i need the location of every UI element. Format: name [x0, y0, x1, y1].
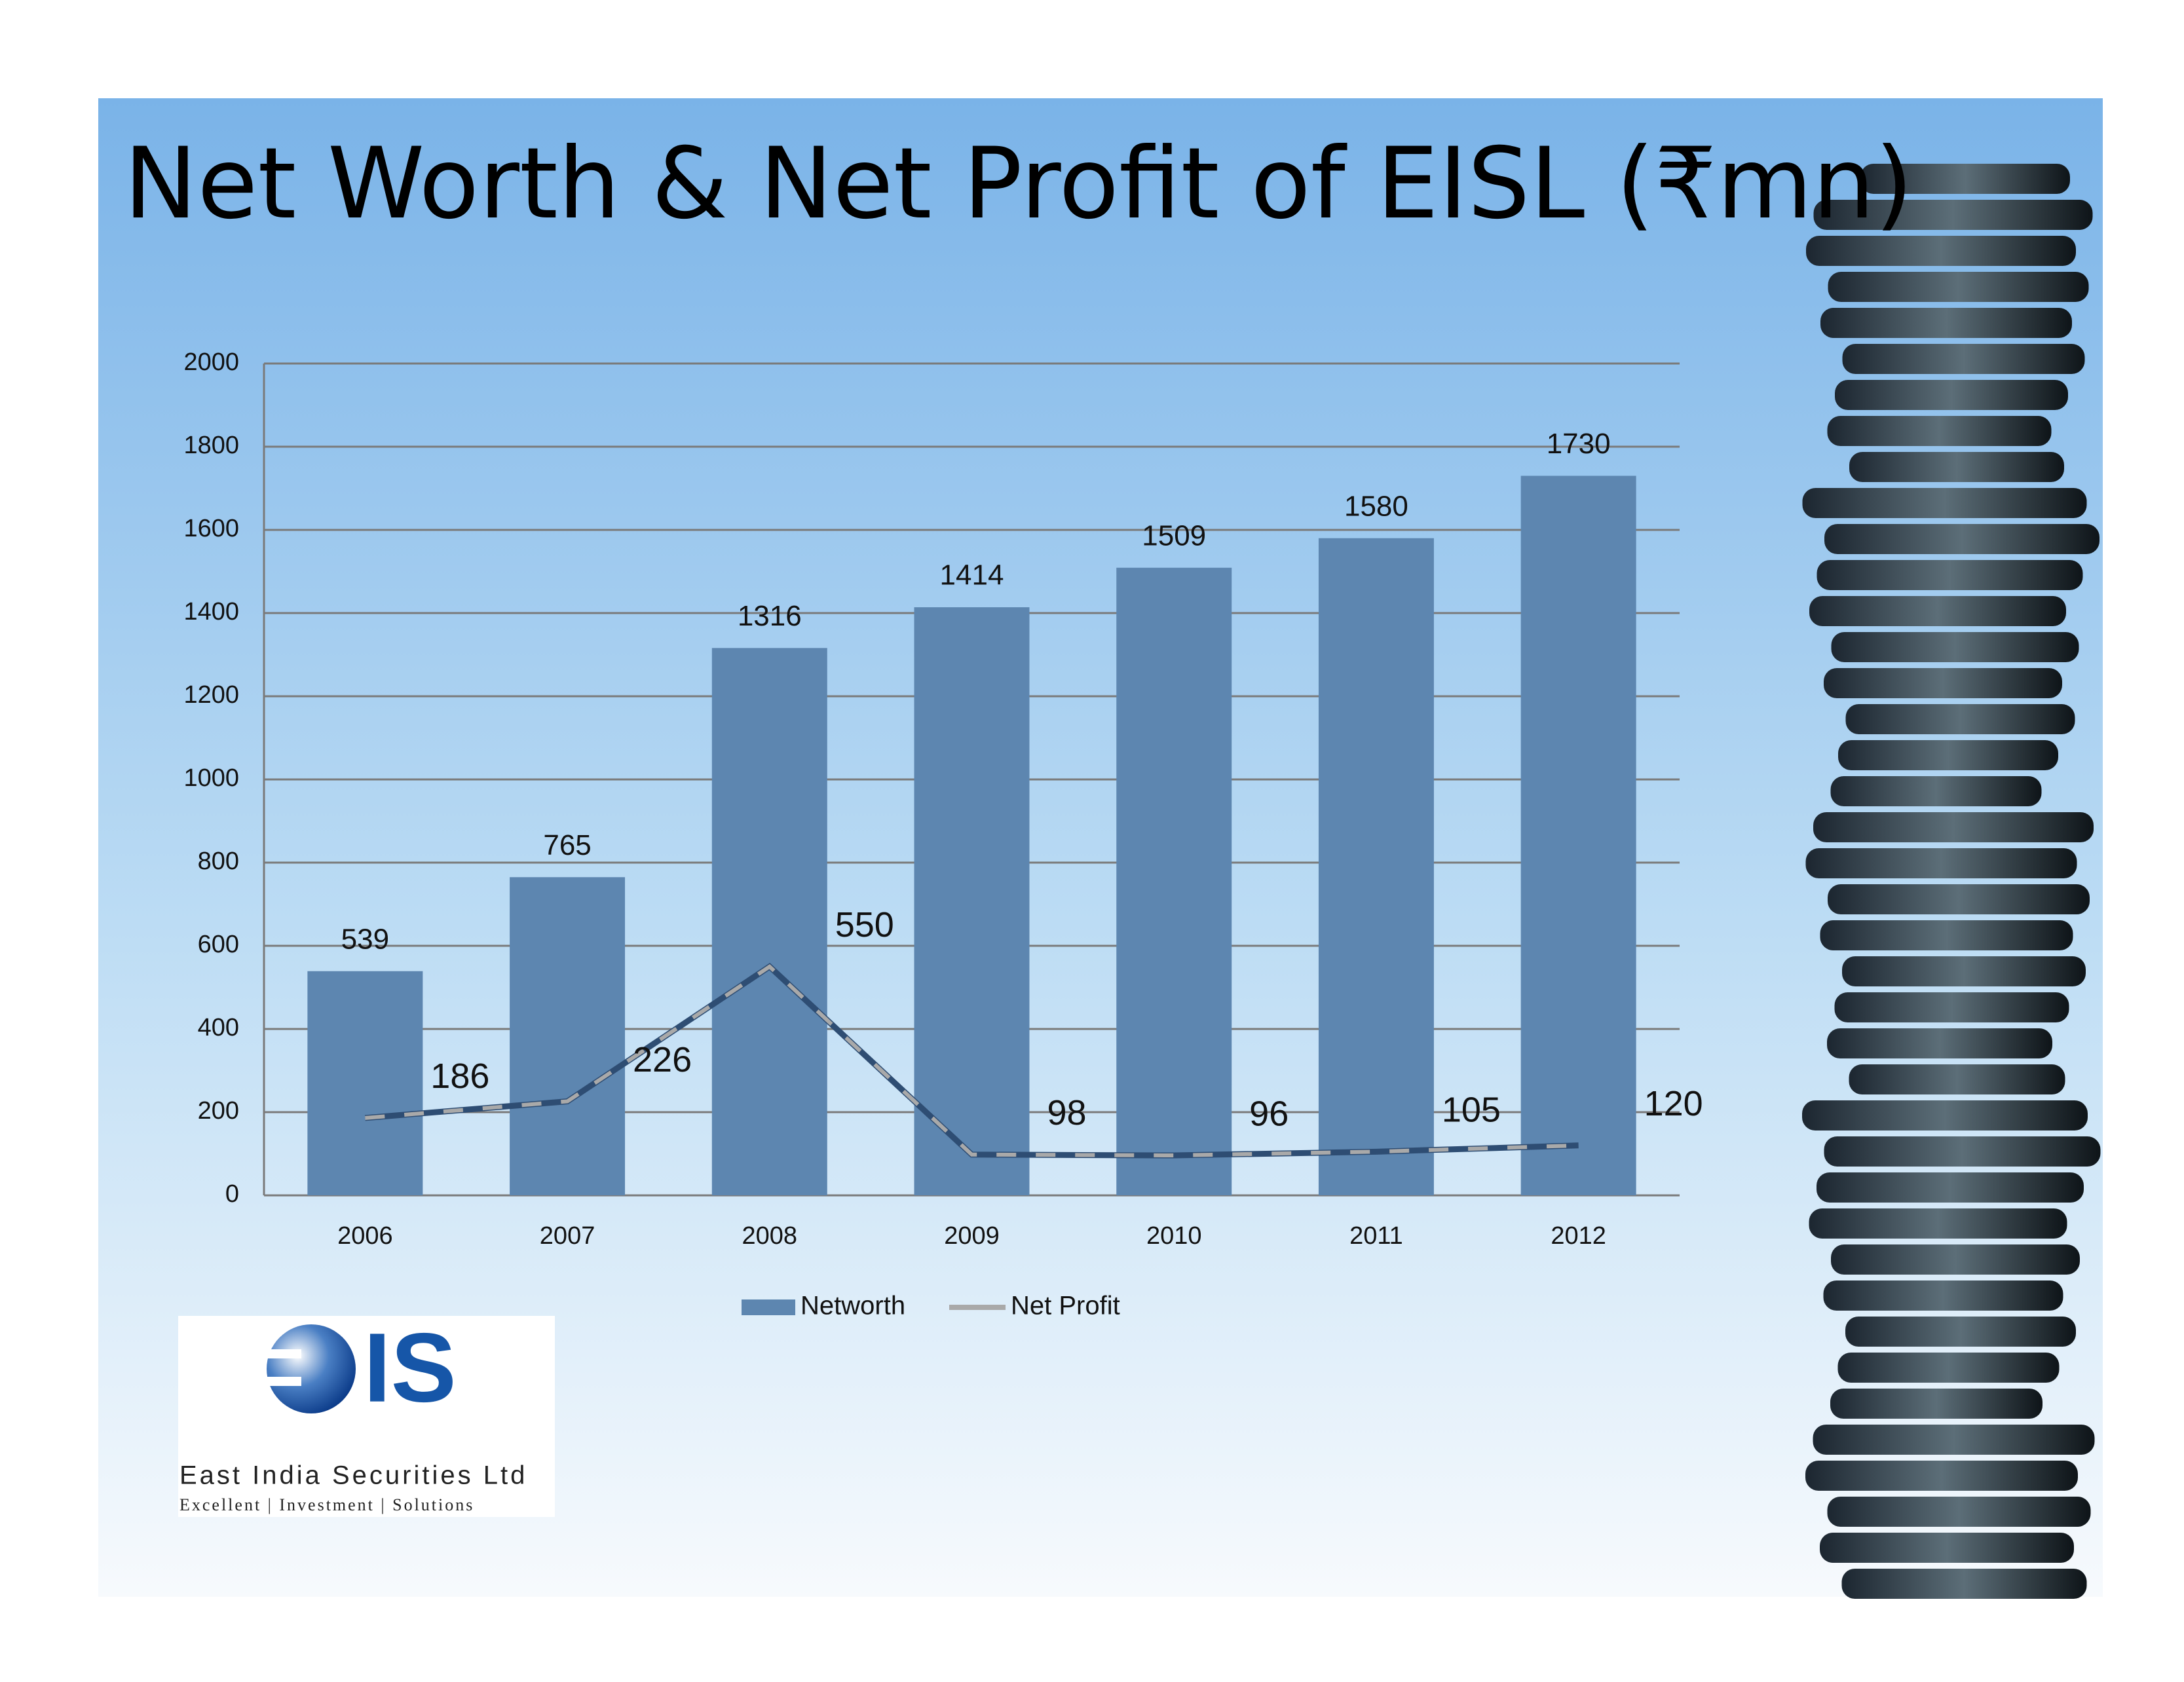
coin [1831, 1244, 2080, 1275]
logo-background [178, 1316, 555, 1517]
chart-title: Net Worth & Net Profit of EISL (₹mn) [124, 127, 1913, 241]
logo-name: East India Securities Ltd [179, 1461, 527, 1490]
y-tick-label: 0 [225, 1180, 239, 1208]
coin [1817, 1172, 2084, 1203]
data-label: 539 [341, 923, 389, 955]
coin [1837, 1353, 2060, 1383]
coin-stack [1802, 164, 2101, 1599]
bar [510, 877, 626, 1195]
coin [1860, 164, 2070, 194]
coin [1830, 1389, 2043, 1419]
coin [1831, 632, 2079, 662]
coin [1827, 1497, 2091, 1527]
coin [1824, 524, 2099, 554]
coin [1817, 560, 2083, 590]
bar [1520, 476, 1636, 1196]
coin [1845, 1317, 2076, 1347]
data-label: 765 [543, 829, 591, 861]
y-tick-label: 800 [198, 848, 239, 875]
coin [1820, 1533, 2074, 1563]
logo-mark: IS [364, 1313, 457, 1423]
bar [1116, 567, 1232, 1195]
coin [1809, 1208, 2067, 1239]
coin [1813, 812, 2094, 842]
data-label: 226 [633, 1040, 692, 1079]
y-tick-label: 1800 [183, 432, 239, 459]
x-tick-label: 2010 [1146, 1222, 1202, 1250]
bar [1318, 538, 1434, 1195]
legend-swatch [742, 1299, 795, 1315]
coin [1805, 848, 2077, 878]
logo-tagline: Excellent | Investment | Solutions [179, 1495, 474, 1514]
data-label: 1414 [940, 559, 1004, 591]
data-label: 105 [1442, 1091, 1501, 1130]
x-tick-label: 2007 [540, 1222, 595, 1250]
data-label: 1730 [1547, 428, 1611, 460]
data-label: 98 [1047, 1093, 1086, 1132]
logo-globe [267, 1324, 356, 1413]
logo-stripe [249, 1349, 301, 1358]
x-tick-label: 2008 [742, 1222, 798, 1250]
coin [1813, 200, 2093, 230]
coin [1820, 920, 2073, 950]
coin [1845, 704, 2075, 734]
coin [1834, 992, 2069, 1022]
bar [914, 607, 1030, 1195]
y-tick-label: 1000 [183, 764, 239, 792]
data-label: 186 [430, 1056, 489, 1096]
y-tick-label: 1400 [183, 598, 239, 626]
coin [1824, 668, 2062, 698]
y-tick-label: 1600 [183, 515, 239, 542]
coin [1806, 236, 2076, 266]
coin [1820, 308, 2072, 338]
legend-label: Networth [800, 1292, 905, 1320]
coin [1842, 344, 2085, 374]
coin [1827, 416, 2052, 446]
data-label: 550 [835, 905, 894, 944]
y-tick-label: 400 [198, 1014, 239, 1041]
coin [1802, 488, 2087, 518]
coin [1842, 956, 2086, 986]
data-label: 120 [1644, 1084, 1703, 1123]
coin [1809, 596, 2066, 626]
coin [1838, 740, 2058, 770]
bar [711, 648, 827, 1195]
coin [1830, 776, 2042, 806]
y-tick-label: 200 [198, 1097, 239, 1125]
coin [1827, 1028, 2052, 1058]
y-tick-label: 1200 [183, 681, 239, 709]
bar [307, 971, 423, 1195]
y-tick-label: 600 [198, 931, 239, 958]
coin [1813, 1425, 2095, 1455]
data-label: 1509 [1142, 519, 1206, 551]
data-label: 1316 [738, 600, 802, 632]
chart: 0 200 400 600 800 1000 1200 1400 1600 1800 2000 200… [183, 348, 1703, 1320]
coin [1835, 380, 2068, 410]
x-tick-label: 2011 [1349, 1222, 1403, 1250]
coin [1802, 1100, 2088, 1131]
x-tick-label: 2012 [1551, 1222, 1606, 1250]
coin [1828, 884, 2090, 914]
data-label: 96 [1249, 1094, 1289, 1133]
line-highlight [365, 963, 1579, 1158]
coin [1805, 1461, 2078, 1491]
logo-stripe [249, 1377, 301, 1386]
coin [1823, 1280, 2063, 1311]
coin [1849, 1064, 2065, 1094]
x-tick-label: 2009 [944, 1222, 1000, 1250]
logo: IS East India Securities Ltd Excellent |… [178, 1313, 555, 1517]
y-tick-label: 2000 [183, 348, 239, 376]
coin [1849, 452, 2064, 482]
coin [1824, 1136, 2101, 1167]
legend-label: Net Profit [1011, 1292, 1120, 1320]
data-label: 1580 [1344, 490, 1408, 522]
x-tick-label: 2006 [337, 1222, 393, 1250]
coin [1841, 1569, 2087, 1599]
coin [1828, 272, 2089, 302]
